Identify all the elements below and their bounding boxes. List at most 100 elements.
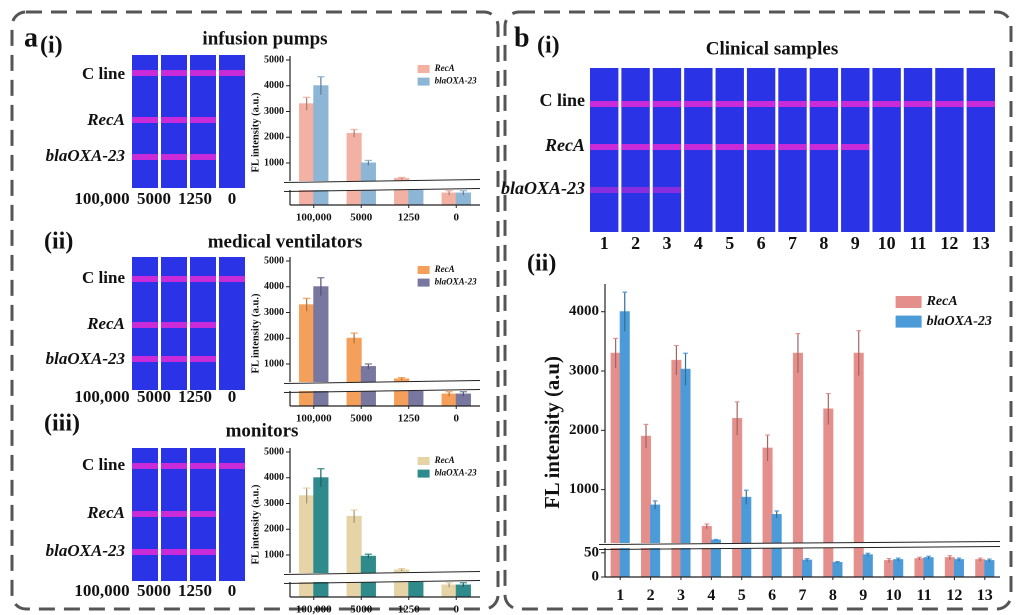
strip-band (810, 144, 838, 150)
x-tick-label: 9 (859, 587, 867, 604)
lane-label: 0 (228, 189, 237, 208)
panel-letter: b (514, 22, 530, 53)
legend-label: blaOXA-23 (927, 314, 992, 329)
strip-band (621, 144, 649, 150)
x-tick-label: 0 (454, 604, 460, 615)
y-tick-label: 4000 (264, 472, 284, 483)
strip-band (841, 101, 869, 107)
x-tick-label: 1250 (398, 212, 421, 224)
section-title: infusion pumps (202, 28, 327, 49)
strip-band (161, 463, 187, 469)
lane-label: 10 (878, 233, 896, 253)
x-tick-label: 2 (647, 587, 655, 604)
strip-band (653, 187, 681, 193)
strip-band (161, 549, 187, 555)
y-tick-label: 3000 (264, 106, 284, 117)
strip-band (653, 101, 681, 107)
y-tick-label: 1000 (569, 481, 599, 497)
x-tick-label: 5 (738, 587, 746, 604)
bar (702, 526, 711, 577)
strip-band (190, 356, 216, 362)
bar (894, 560, 903, 577)
bar (915, 559, 924, 577)
y-tick-label: 4000 (264, 80, 284, 91)
lane-label: 12 (940, 233, 958, 253)
bar (641, 436, 650, 577)
x-tick-label: 1 (616, 587, 624, 604)
strip-band (621, 187, 649, 193)
lane-label: 3 (662, 233, 671, 253)
y-tick-label: 2000 (264, 524, 284, 535)
lane-label: 4 (694, 233, 703, 253)
strip-band (132, 511, 158, 517)
legend-swatch (896, 316, 922, 328)
legend-label: blaOXA-23 (435, 468, 478, 478)
lane-label: 100,000 (74, 189, 129, 208)
strip-band (872, 101, 900, 107)
bar (347, 133, 361, 205)
lane-label: 5000 (137, 581, 171, 600)
lane-label: 7 (788, 233, 797, 253)
strip-band (904, 101, 932, 107)
x-tick-label: 1250 (398, 413, 421, 425)
strip-band (747, 144, 775, 150)
bar (620, 312, 629, 577)
lane-label: 13 (972, 233, 990, 253)
x-tick-label: 0 (454, 413, 460, 425)
section-label: (ii) (44, 229, 73, 255)
x-tick-label: 0 (454, 212, 460, 224)
strip-band (132, 70, 158, 76)
strip-band (716, 101, 744, 107)
strip-label: C line (82, 268, 125, 287)
strip-band (590, 144, 618, 150)
lane-label: 2 (631, 233, 640, 253)
section-title: monitors (226, 420, 299, 441)
strip-band (190, 511, 216, 517)
strip-band (190, 322, 216, 328)
strip-band (190, 276, 216, 282)
strip-band (190, 463, 216, 469)
strip-band (219, 463, 245, 469)
strip-band (653, 144, 681, 150)
lane-label: 100,000 (74, 387, 129, 406)
bar (347, 338, 361, 406)
y-tick-label: 1000 (264, 549, 284, 560)
y-tick-label: 0 (592, 568, 600, 584)
strip-label: C line (82, 455, 125, 474)
strip-band (161, 511, 187, 517)
bar (863, 555, 872, 577)
y-tick-label: 3000 (264, 498, 284, 509)
legend-label: RecA (434, 63, 455, 73)
y-tick-label: 4000 (264, 281, 284, 292)
strip-label: RecA (544, 135, 585, 155)
strip-band (132, 154, 158, 160)
legend-swatch (418, 457, 430, 465)
strip-label: RecA (86, 110, 125, 129)
bar (763, 448, 772, 577)
y-tick-label: 5000 (264, 446, 284, 457)
strip-band (219, 70, 245, 76)
section-label: (ii) (527, 251, 556, 277)
strip-band (132, 549, 158, 555)
strip-band (132, 356, 158, 362)
panel-letter: a (24, 22, 38, 53)
x-tick-label: 13 (977, 587, 993, 604)
strip-band (810, 101, 838, 107)
bar (924, 558, 933, 577)
strip-band (190, 154, 216, 160)
legend-label: RecA (926, 294, 958, 309)
section-label: (iii) (44, 411, 80, 437)
legend-label: blaOXA-23 (435, 76, 478, 86)
x-tick-label: 4 (707, 587, 715, 604)
bar (945, 558, 954, 577)
x-tick-label: 100,000 (296, 413, 332, 425)
x-tick-label: 100,000 (296, 604, 332, 615)
lane-label: 5 (725, 233, 734, 253)
x-tick-label: 5000 (350, 212, 373, 224)
strip-lane (935, 68, 963, 232)
legend-swatch (418, 78, 430, 86)
legend-swatch (418, 65, 430, 73)
strip-label: blaOXA-23 (46, 349, 126, 368)
y-axis-label: FL intensity (a.u.) (250, 484, 261, 564)
strip-label: RecA (86, 314, 125, 333)
